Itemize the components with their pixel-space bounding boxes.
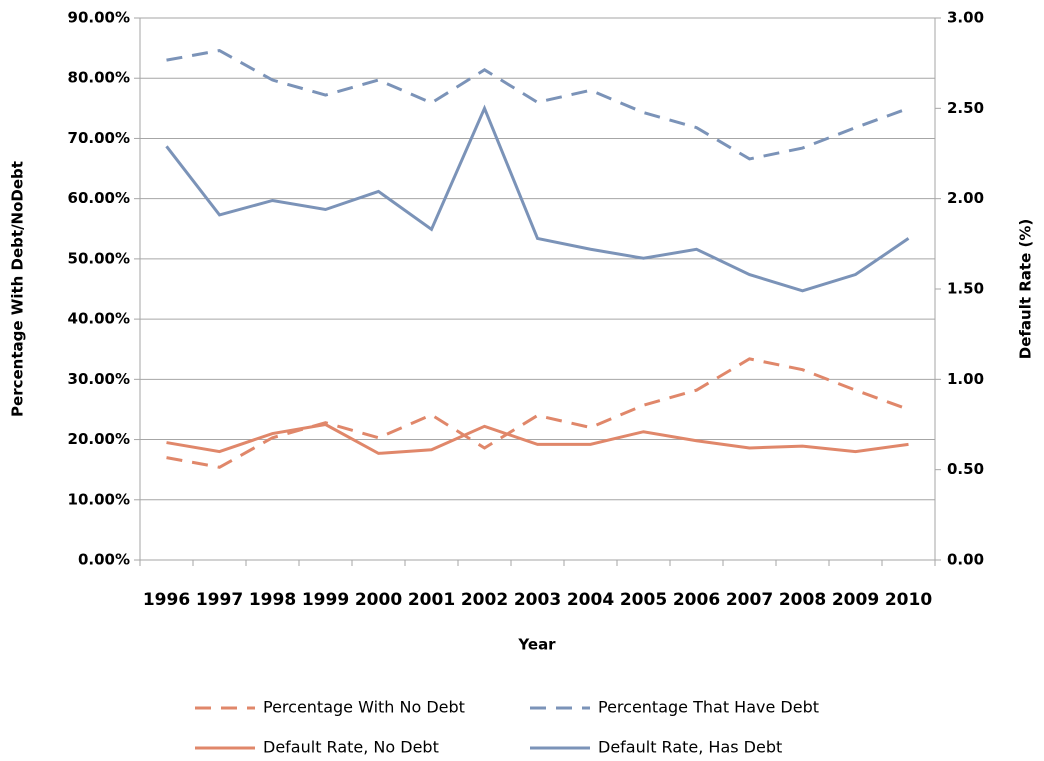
x-tick-label: 1997 — [196, 590, 243, 610]
x-tick-label: 2006 — [673, 590, 720, 610]
legend-label: Percentage That Have Debt — [598, 698, 819, 717]
y-tick-label: 70.00% — [68, 129, 130, 147]
y-tick-label: 50.00% — [68, 249, 130, 267]
x-tick-label: 2005 — [620, 590, 667, 610]
x-tick-label: 1999 — [302, 590, 349, 610]
y2-tick-label: 1.50 — [947, 280, 984, 298]
legend-label: Default Rate, No Debt — [263, 738, 439, 757]
y-axis-title: Percentage With Debt/NoDebt — [9, 161, 27, 417]
y2-tick-label: 0.00 — [947, 551, 984, 569]
y2-tick-label: 2.50 — [947, 99, 984, 117]
x-tick-label: 1996 — [143, 590, 190, 610]
y-tick-label: 80.00% — [68, 69, 130, 87]
x-tick-label: 2000 — [355, 590, 402, 610]
x-axis-title: Year — [517, 636, 556, 654]
x-tick-label: 2004 — [567, 590, 614, 610]
x-tick-label: 2003 — [514, 590, 561, 610]
legend-label: Default Rate, Has Debt — [598, 738, 782, 757]
legend-label: Percentage With No Debt — [263, 698, 465, 717]
y-tick-label: 30.00% — [68, 370, 130, 388]
series-line — [166, 422, 909, 455]
y2-tick-label: 2.00 — [947, 189, 984, 207]
x-tick-label: 2002 — [461, 590, 508, 610]
series-line — [165, 104, 910, 293]
x-tick-label: 2008 — [779, 590, 826, 610]
y-tick-label: 0.00% — [78, 551, 130, 569]
series-line — [166, 48, 910, 161]
y2-tick-label: 3.00 — [947, 9, 984, 27]
x-tick-label: 2009 — [832, 590, 879, 610]
x-tick-label: 2001 — [408, 590, 455, 610]
y-tick-label: 90.00% — [68, 9, 130, 27]
y-tick-label: 60.00% — [68, 189, 130, 207]
y2-tick-label: 1.00 — [947, 370, 984, 388]
x-tick-label: 2007 — [726, 590, 773, 610]
y2-axis-title: Default Rate (%) — [1017, 219, 1035, 359]
series-line — [166, 357, 910, 469]
y-tick-label: 40.00% — [68, 310, 130, 328]
x-tick-label: 1998 — [249, 590, 296, 610]
y-tick-label: 20.00% — [68, 430, 130, 448]
y2-tick-label: 0.50 — [947, 460, 984, 478]
x-tick-label: 2010 — [885, 590, 932, 610]
y-tick-label: 10.00% — [68, 490, 130, 508]
